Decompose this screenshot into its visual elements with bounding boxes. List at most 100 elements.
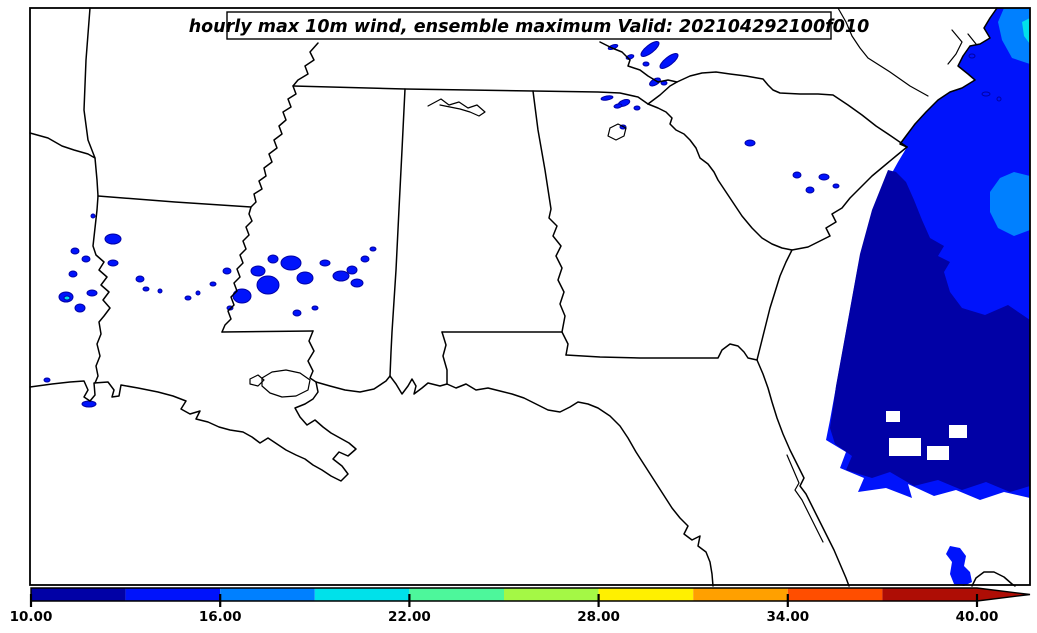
plot-frame bbox=[29, 7, 1031, 586]
colorbar-tick-label: 16.00 bbox=[199, 609, 242, 625]
state-border-ok-ar-tx-la bbox=[83, 7, 111, 384]
state-border-nc-sc bbox=[647, 71, 908, 148]
wind-spot bbox=[332, 270, 350, 282]
pamlico-sound-lines bbox=[837, 7, 977, 97]
colorbar-segment bbox=[220, 588, 315, 601]
mountain-lake-outline bbox=[607, 123, 627, 141]
title-block: hourly max 10m wind, ensemble maximum Va… bbox=[189, 11, 870, 40]
wind-spot bbox=[256, 275, 280, 295]
colorbar-segment bbox=[314, 588, 410, 601]
wind-spot bbox=[81, 400, 97, 408]
colorbar-segment bbox=[787, 588, 883, 601]
wind-spot bbox=[157, 288, 163, 294]
colorbar-tick-label: 10.00 bbox=[10, 609, 53, 625]
wind-spot bbox=[135, 275, 145, 283]
wind-spot bbox=[68, 270, 78, 278]
colorbar-segment bbox=[882, 588, 977, 601]
map-title: hourly max 10m wind, ensemble maximum Va… bbox=[189, 17, 870, 37]
state-border-pearl-river bbox=[307, 330, 317, 383]
state-border-ga-sc-savannah-river bbox=[647, 103, 793, 251]
gulf-coastline-florida bbox=[389, 375, 714, 587]
wind-spot bbox=[350, 278, 364, 288]
colorbar-segment bbox=[125, 588, 221, 601]
atlantic-coastline-nc bbox=[899, 7, 998, 148]
state-border-la-ms-31n bbox=[221, 330, 314, 333]
colorbar-tick-label: 34.00 bbox=[766, 609, 809, 625]
wind-spot bbox=[222, 267, 232, 275]
wind-spot bbox=[369, 246, 377, 252]
colorbar-segment bbox=[598, 588, 694, 601]
wind-spot bbox=[805, 186, 815, 194]
title-box bbox=[226, 11, 832, 40]
wind-spot bbox=[280, 255, 302, 271]
wind-area-atlantic-wind-19-22-corner bbox=[1022, 18, 1030, 44]
state-border-red-river bbox=[29, 132, 96, 159]
wind-spot bbox=[74, 303, 86, 313]
florida-east-coastline bbox=[756, 359, 850, 587]
wind-spot bbox=[319, 259, 331, 267]
wind-spot bbox=[63, 295, 71, 301]
wind-spot bbox=[250, 265, 266, 277]
base-map-borders bbox=[29, 7, 1016, 587]
wind-spot bbox=[209, 281, 217, 287]
wind-spot bbox=[232, 288, 252, 304]
colorbar-extend-arrow bbox=[977, 588, 1030, 601]
wind-spot bbox=[104, 233, 122, 245]
wind-spot bbox=[744, 139, 756, 147]
colorbar-tick-label: 40.00 bbox=[956, 609, 999, 625]
wind-spot bbox=[996, 96, 1002, 102]
wind-spot bbox=[360, 255, 370, 263]
wind-area-hole-4 bbox=[886, 411, 900, 422]
state-border-35n bbox=[292, 85, 649, 105]
atlantic-coastline-sc-ga bbox=[756, 146, 908, 361]
colorbar: 10.00 16.00 22.00 28.00 34.00 40.00 bbox=[10, 587, 1031, 625]
wind-area-bahamas-wind-13-16 bbox=[946, 546, 972, 586]
wind-spot bbox=[600, 95, 614, 101]
state-border-ga-fl bbox=[565, 343, 758, 361]
colorbar-segment bbox=[31, 588, 126, 601]
wind-field-layer bbox=[43, 8, 1030, 586]
colorbar-segment bbox=[693, 588, 788, 601]
wind-spot bbox=[311, 305, 319, 311]
wind-spot bbox=[267, 254, 279, 264]
colorbar-tick-label: 22.00 bbox=[388, 609, 431, 625]
state-border-perdido-river bbox=[441, 331, 448, 385]
wind-spot bbox=[142, 286, 150, 292]
wind-area-hole-3 bbox=[949, 425, 967, 438]
wind-spot bbox=[292, 309, 302, 317]
wind-spot bbox=[792, 171, 802, 179]
wind-spot bbox=[832, 183, 840, 189]
colorbar-segment bbox=[409, 588, 504, 601]
bahamas-coastline bbox=[971, 571, 1016, 587]
wind-spot bbox=[70, 247, 80, 255]
wind-spot bbox=[642, 61, 650, 67]
wind-spot bbox=[184, 295, 192, 301]
state-border-tn-nc bbox=[599, 41, 678, 83]
wind-spot bbox=[296, 271, 314, 285]
wind-spot bbox=[346, 265, 358, 275]
wind-spot bbox=[613, 103, 623, 109]
state-border-mississippi-river bbox=[221, 42, 319, 333]
wind-area-atlantic-wind-10-13 bbox=[830, 170, 1030, 492]
gulf-coastline-mississippi-sound bbox=[315, 375, 391, 393]
wind-spot bbox=[968, 53, 976, 59]
wind-spot bbox=[86, 289, 98, 297]
state-border-ar-la-33n bbox=[97, 195, 252, 208]
colorbar-segment bbox=[504, 588, 599, 601]
gulf-coastline-louisiana bbox=[29, 380, 357, 482]
wind-area-atlantic-wind-16-19-mid bbox=[990, 172, 1030, 236]
colorbar-tick-label: 28.00 bbox=[577, 609, 620, 625]
wind-area-hole-1 bbox=[889, 438, 921, 456]
wind-spot bbox=[81, 255, 91, 263]
wind-spot bbox=[195, 290, 201, 296]
wind-spot bbox=[640, 41, 660, 57]
state-border-al-ga-chattahoochee bbox=[532, 90, 569, 356]
state-border-ms-al bbox=[389, 88, 406, 377]
wind-spot bbox=[90, 213, 96, 219]
wind-spot bbox=[107, 259, 119, 267]
wind-spot bbox=[659, 53, 679, 69]
tennessee-river bbox=[427, 98, 486, 117]
wind-spot bbox=[981, 91, 991, 97]
